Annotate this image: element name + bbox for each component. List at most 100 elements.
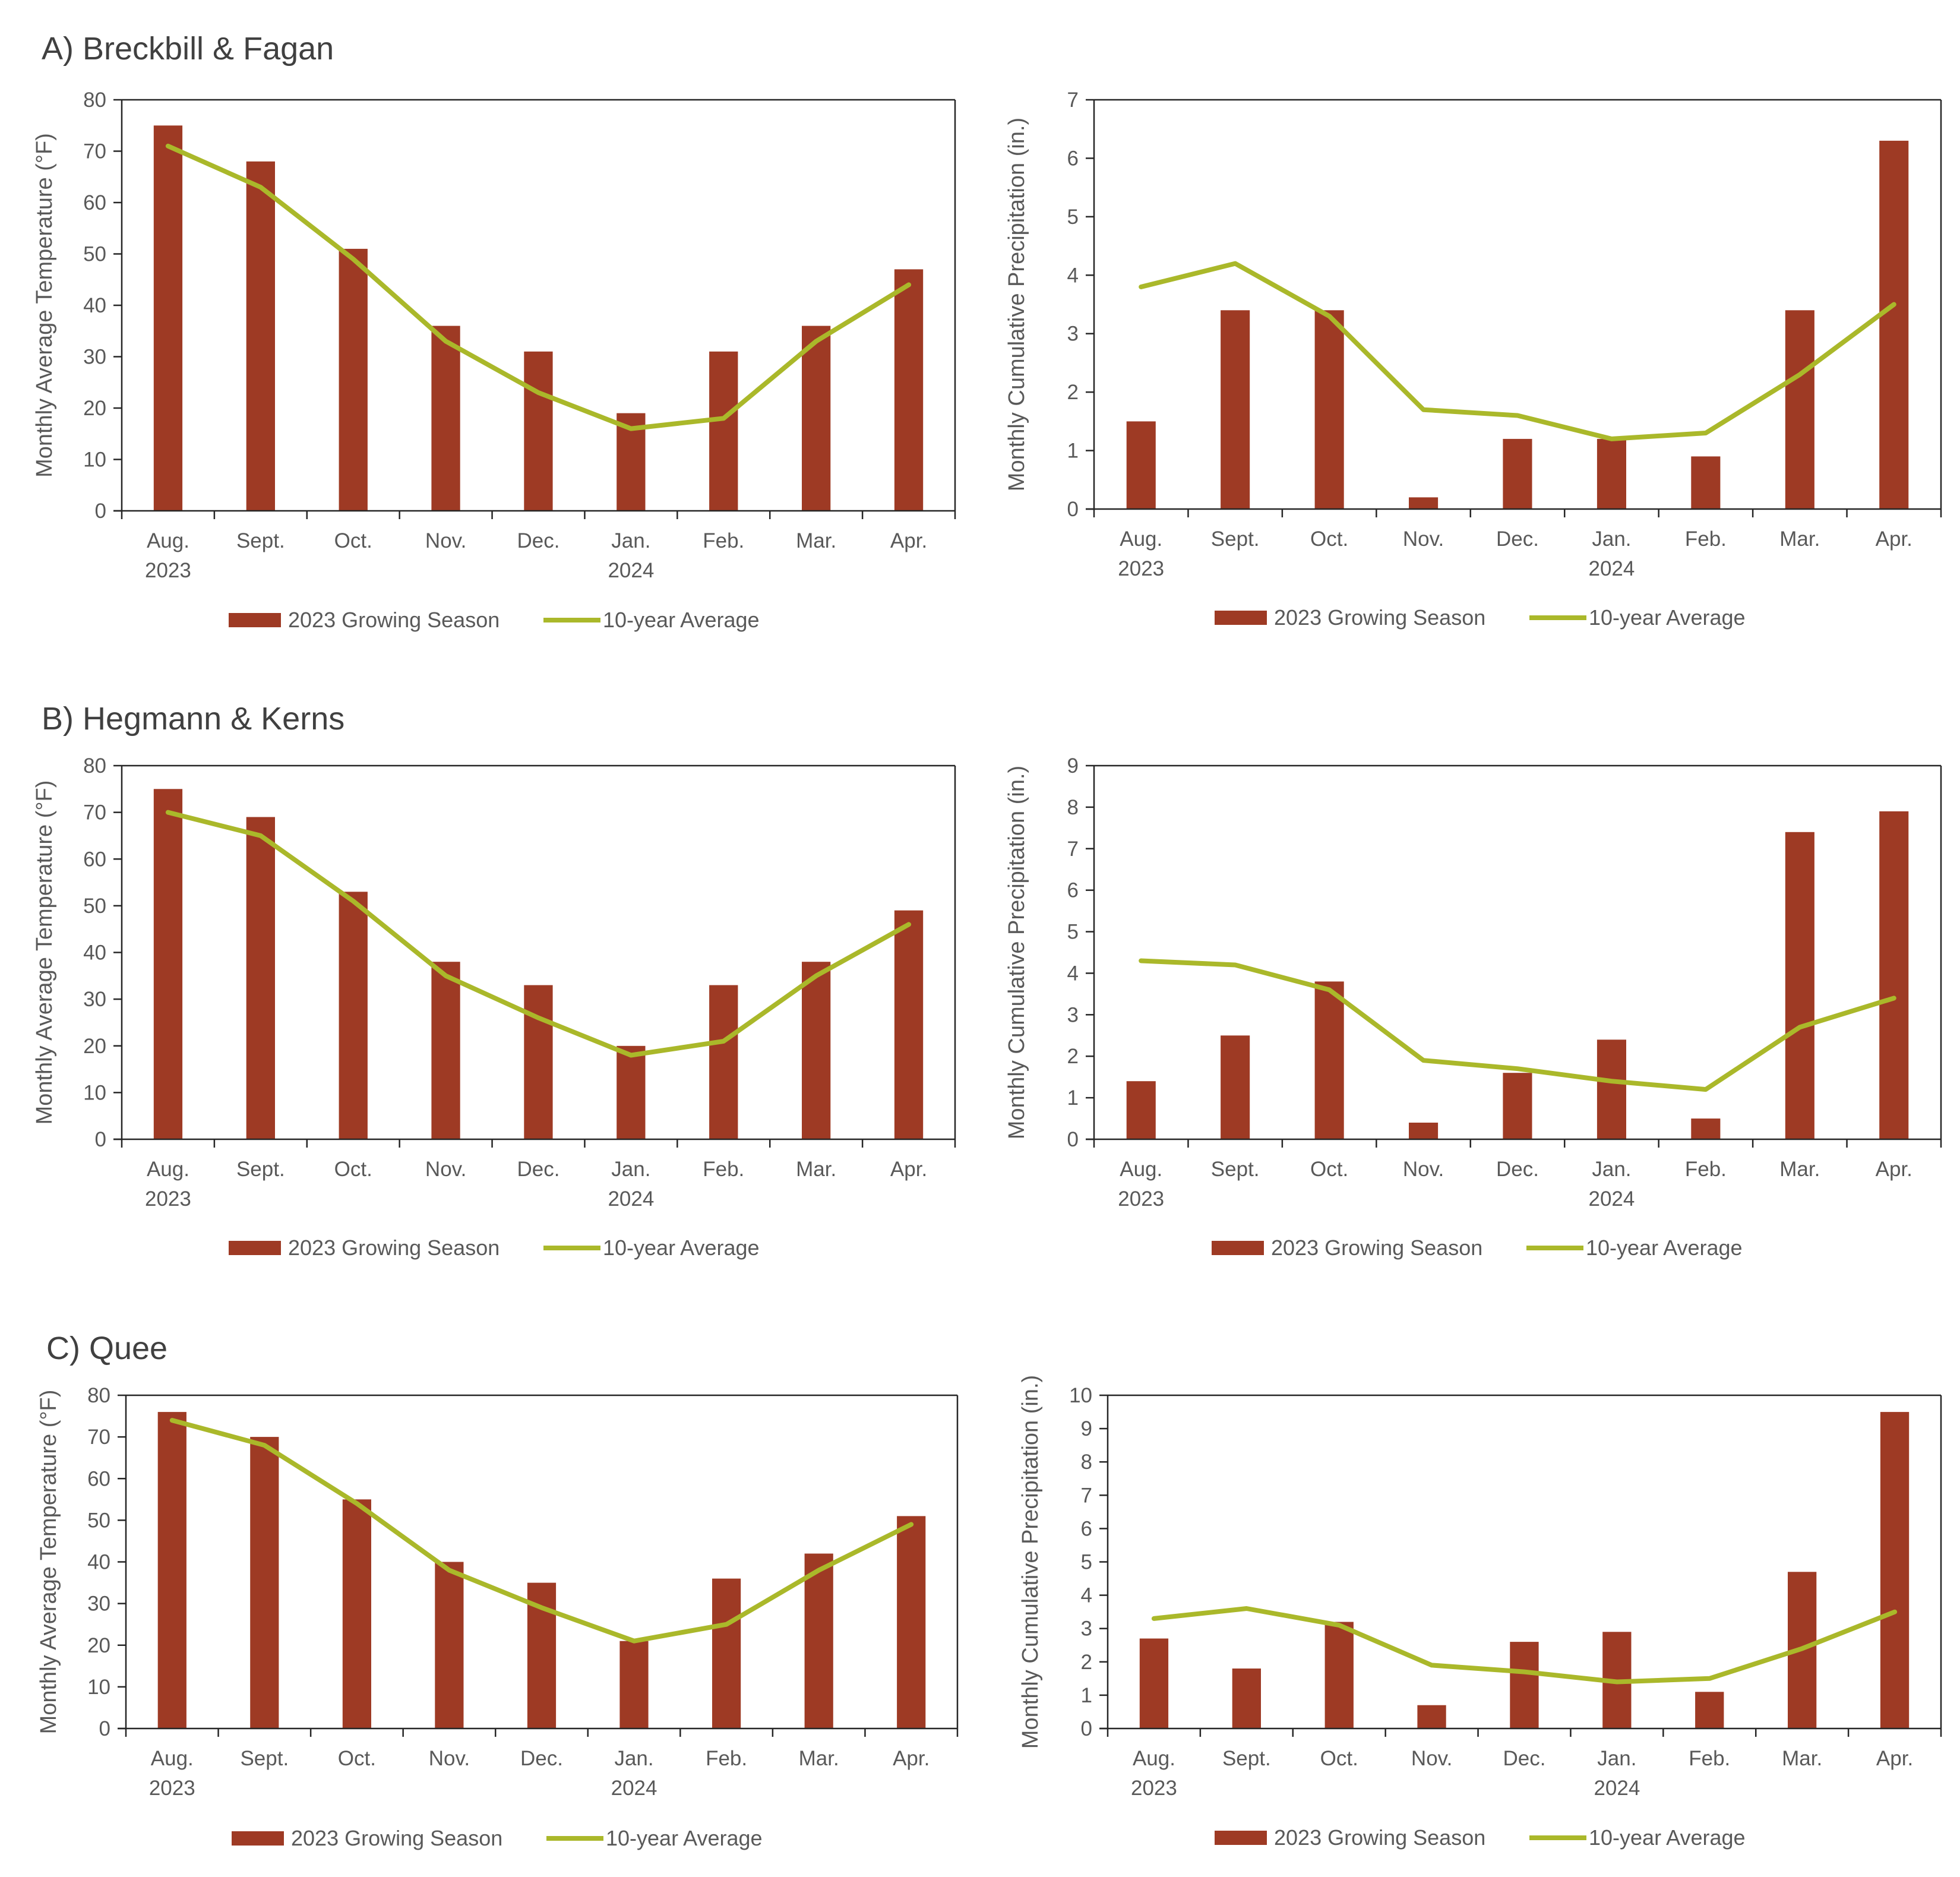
y-tick-label: 0 xyxy=(1081,1717,1092,1740)
bar-apr xyxy=(1879,811,1909,1139)
x-tick-label: Dec. xyxy=(520,1747,563,1770)
average-line xyxy=(1139,261,1896,441)
bar-apr xyxy=(894,269,924,511)
x-year-label: 2024 xyxy=(611,1777,657,1800)
x-tick-label: Oct. xyxy=(1320,1747,1358,1770)
bar-oct xyxy=(1324,1622,1354,1729)
x-year-label: 2024 xyxy=(1589,1187,1635,1211)
x-tick-label: Nov. xyxy=(425,529,466,552)
y-tick-label: 8 xyxy=(1067,796,1079,819)
bar-nov xyxy=(431,962,460,1139)
x-year-label: 2023 xyxy=(1131,1777,1177,1800)
x-tick-label: Mar. xyxy=(796,1158,836,1181)
x-tick-label: Sept. xyxy=(240,1747,289,1770)
x-year-label: 2024 xyxy=(608,559,654,582)
x-tick-label: Oct. xyxy=(334,1158,372,1181)
y-tick-label: 4 xyxy=(1067,962,1079,985)
bar-apr xyxy=(894,910,924,1139)
y-tick-label: 7 xyxy=(1081,1484,1092,1507)
x-tick-label: Aug. xyxy=(1133,1747,1175,1770)
x-tick-label: Nov. xyxy=(1403,1158,1444,1181)
y-tick-label: 50 xyxy=(83,895,106,918)
chart-panel-6: 0 1 2 3 4 5 6 7 8 9 10 Aug. 2023 Sept. Oct. Nov. Dec. Jan… xyxy=(1018,1375,1942,1850)
bar-jan xyxy=(617,1045,646,1140)
bar-mar xyxy=(1785,832,1814,1139)
x-tick-label: Jan. xyxy=(611,529,650,552)
y-tick-label: 20 xyxy=(83,397,106,420)
bar-mar xyxy=(802,962,831,1139)
x-tick-label: Jan. xyxy=(1592,1158,1631,1181)
y-tick-label: 50 xyxy=(87,1509,110,1532)
chart-panel-3: 0 10 20 30 40 50 60 70 80 Aug. 2023 Sept. Oct. Nov. De… xyxy=(32,754,956,1260)
bar-feb xyxy=(709,985,738,1139)
y-tick-label: 2 xyxy=(1081,1651,1092,1674)
x-tick-label: Feb. xyxy=(706,1747,747,1770)
x-tick-label: Aug. xyxy=(151,1747,194,1770)
y-tick-label: 7 xyxy=(1067,89,1079,112)
x-tick-label: Sept. xyxy=(236,1158,285,1181)
x-tick-label: Nov. xyxy=(429,1747,470,1770)
bar-nov xyxy=(435,1562,464,1729)
x-tick-label: Dec. xyxy=(1496,1158,1539,1181)
y-tick-label: 10 xyxy=(83,1081,106,1104)
y-tick-label: 40 xyxy=(83,941,106,965)
y-axis-title: Monthly Average Temperature (°F) xyxy=(32,780,57,1125)
x-tick-label: Apr. xyxy=(1876,527,1912,551)
y-tick-label: 40 xyxy=(87,1551,110,1574)
y-tick-label: 3 xyxy=(1067,323,1079,346)
legend-bar-label: 2023 Growing Season xyxy=(288,1235,500,1260)
bar-apr xyxy=(897,1516,926,1729)
bar-sept xyxy=(1221,1035,1250,1139)
y-tick-label: 6 xyxy=(1067,879,1079,902)
chart-panel-4: 0 1 2 3 4 5 6 7 8 9 Aug. 2023 Sept. Oct. Nov. Dec. Jan. 2… xyxy=(1004,754,1942,1260)
y-tick-label: 20 xyxy=(87,1634,110,1657)
bar-dec xyxy=(1503,438,1532,509)
bar-nov xyxy=(431,326,460,511)
bar-aug xyxy=(1139,1638,1169,1729)
bar-oct xyxy=(342,1499,371,1729)
x-tick-label: Aug. xyxy=(147,1158,189,1181)
y-tick-label: 0 xyxy=(99,1717,110,1740)
bar-dec xyxy=(524,985,553,1139)
y-tick-label: 3 xyxy=(1067,1003,1079,1026)
x-tick-label: Feb. xyxy=(1689,1747,1730,1770)
x-tick-label: Apr. xyxy=(890,1158,927,1181)
bar-dec xyxy=(1503,1073,1532,1139)
legend-bar-swatch xyxy=(1215,611,1267,625)
chart-panel-2: 0 1 2 3 4 5 6 7 Aug. 2023 Sept. Oct. Nov. Dec. Jan. 202… xyxy=(1004,89,1942,630)
x-tick-label: Sept. xyxy=(236,529,285,552)
y-tick-label: 9 xyxy=(1067,754,1079,778)
y-tick-label: 5 xyxy=(1067,206,1079,229)
x-tick-label: Sept. xyxy=(1222,1747,1271,1770)
bar-feb xyxy=(712,1578,741,1729)
legend-line-label: 10-year Average xyxy=(1589,1825,1746,1850)
x-year-label: 2024 xyxy=(608,1187,654,1211)
x-tick-label: Dec. xyxy=(517,529,560,552)
bar-oct xyxy=(1314,310,1344,509)
legend-bar-swatch xyxy=(229,1241,281,1255)
y-tick-label: 1 xyxy=(1067,440,1079,463)
section-title-c: C) Quee xyxy=(46,1331,167,1366)
section-title-a: A) Breckbill & Fagan xyxy=(42,31,334,67)
bar-oct xyxy=(339,248,368,511)
x-tick-label: Aug. xyxy=(1120,527,1162,551)
bar-feb xyxy=(1691,456,1721,509)
x-tick-label: Mar. xyxy=(1779,1158,1820,1181)
x-tick-label: Aug. xyxy=(1120,1158,1162,1181)
legend-line-label: 10-year Average xyxy=(1589,605,1746,630)
y-tick-label: 0 xyxy=(95,1128,106,1151)
y-tick-label: 30 xyxy=(83,988,106,1011)
chart-panel-5: 0 10 20 30 40 50 60 70 80 Aug. 2023 Sept. Oct. Nov. De… xyxy=(36,1384,959,1850)
legend-line-label: 10-year Average xyxy=(603,608,760,632)
bar-dec xyxy=(524,351,553,511)
y-tick-label: 60 xyxy=(83,848,106,871)
x-tick-label: Oct. xyxy=(334,529,372,552)
bar-jan xyxy=(1597,1039,1626,1139)
x-tick-label: Feb. xyxy=(703,529,744,552)
x-tick-label: Apr. xyxy=(1876,1158,1912,1181)
bar-sept xyxy=(250,1437,279,1729)
y-tick-label: 3 xyxy=(1081,1617,1092,1641)
y-tick-label: 40 xyxy=(83,294,106,317)
bar-mar xyxy=(1785,310,1814,509)
y-tick-label: 1 xyxy=(1067,1086,1079,1110)
